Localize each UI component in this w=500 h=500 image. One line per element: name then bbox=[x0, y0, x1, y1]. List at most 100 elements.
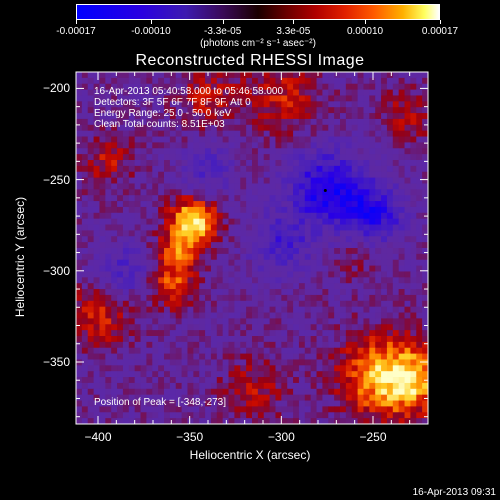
heatmap-cell bbox=[199, 341, 206, 349]
heatmap-cell bbox=[76, 142, 83, 149]
heatmap-cell bbox=[392, 324, 400, 331]
heatmap-cell bbox=[117, 130, 124, 137]
heatmap-cell bbox=[76, 341, 83, 349]
heatmap-cell bbox=[122, 160, 130, 167]
heatmap-cell bbox=[345, 347, 353, 354]
heatmap-cell bbox=[275, 353, 282, 360]
heatmap-cell bbox=[152, 177, 159, 184]
heatmap-cell bbox=[363, 265, 370, 272]
heatmap-cell bbox=[152, 341, 159, 349]
heatmap-cell bbox=[334, 248, 341, 255]
heatmap-cell bbox=[99, 353, 106, 360]
heatmap-cell bbox=[340, 77, 347, 85]
heatmap-cell bbox=[216, 171, 224, 178]
heatmap-cell bbox=[228, 130, 235, 137]
heatmap-cell bbox=[416, 330, 423, 337]
heatmap-cell bbox=[252, 77, 259, 85]
heatmap-cell bbox=[164, 253, 171, 261]
heatmap-cell bbox=[298, 418, 306, 425]
heatmap-cell bbox=[422, 341, 429, 349]
heatmap-cell bbox=[140, 406, 147, 413]
heatmap-cell bbox=[169, 242, 177, 249]
heatmap-cell bbox=[328, 83, 335, 90]
heatmap-cell bbox=[345, 236, 353, 243]
heatmap-cell bbox=[193, 242, 200, 249]
heatmap-cell bbox=[269, 277, 276, 284]
heatmap-cell bbox=[158, 218, 165, 225]
heatmap-cell bbox=[340, 406, 347, 413]
heatmap-cell bbox=[146, 89, 153, 96]
heatmap-cell bbox=[87, 312, 94, 319]
heatmap-cell bbox=[322, 365, 329, 372]
heatmap-cell bbox=[210, 142, 218, 149]
heatmap-cell bbox=[328, 365, 335, 372]
heatmap-cell bbox=[287, 382, 294, 390]
heatmap-cell bbox=[199, 418, 206, 425]
heatmap-cell bbox=[416, 124, 423, 132]
heatmap-cell bbox=[111, 289, 118, 296]
heatmap-cell bbox=[222, 189, 229, 196]
heatmap-cell bbox=[345, 318, 353, 325]
heatmap-cell bbox=[117, 341, 124, 349]
heatmap-cell bbox=[175, 371, 182, 378]
heatmap-cell bbox=[316, 248, 323, 255]
heatmap-cell bbox=[117, 160, 124, 167]
heatmap-cell bbox=[357, 177, 364, 184]
heatmap-cell bbox=[340, 148, 347, 155]
heatmap-cell bbox=[158, 118, 165, 126]
heatmap-cell bbox=[222, 330, 229, 337]
heatmap-cell bbox=[175, 189, 182, 196]
heatmap-cell bbox=[398, 306, 405, 313]
heatmap-cell bbox=[392, 353, 400, 360]
heatmap-cell bbox=[316, 130, 323, 137]
heatmap-cell bbox=[222, 118, 229, 126]
heatmap-cell bbox=[269, 201, 276, 208]
heatmap-cell bbox=[222, 218, 229, 225]
heatmap-cell bbox=[369, 189, 376, 196]
info-energy-range: Energy Range: 25.0 - 50.0 keV bbox=[94, 108, 232, 119]
heatmap-cell bbox=[328, 154, 335, 161]
heatmap-cell bbox=[316, 89, 323, 96]
heatmap-cell bbox=[252, 142, 259, 149]
heatmap-cell bbox=[152, 394, 159, 401]
heatmap-cell bbox=[81, 312, 89, 319]
info-time-range: 16-Apr-2013 05:40:58.000 to 05:46:58.000 bbox=[94, 86, 284, 97]
heatmap-cell bbox=[234, 306, 241, 313]
heatmap-cell bbox=[340, 118, 347, 126]
heatmap-cell bbox=[357, 412, 364, 419]
heatmap-cell bbox=[146, 154, 153, 161]
heatmap-cell bbox=[304, 259, 312, 266]
heatmap-cell bbox=[316, 165, 323, 173]
heatmap-cell bbox=[298, 265, 306, 272]
heatmap-cell bbox=[246, 371, 253, 378]
heatmap-cell bbox=[275, 83, 282, 90]
heatmap-cell bbox=[334, 300, 341, 308]
heatmap-cell bbox=[164, 107, 171, 114]
heatmap-cell bbox=[128, 359, 136, 366]
heatmap-cell bbox=[146, 312, 153, 319]
heatmap-cell bbox=[164, 171, 171, 178]
heatmap-cell bbox=[152, 336, 159, 343]
heatmap-cell bbox=[398, 248, 405, 255]
heatmap-cell bbox=[328, 388, 335, 396]
heatmap-cell bbox=[99, 107, 106, 114]
heatmap-cell bbox=[269, 224, 276, 231]
heatmap-cell bbox=[293, 277, 300, 284]
heatmap-cell bbox=[304, 206, 312, 214]
heatmap-cell bbox=[193, 230, 200, 237]
heatmap-cell bbox=[111, 400, 118, 407]
heatmap-cell bbox=[363, 230, 370, 237]
heatmap-cell bbox=[322, 195, 329, 202]
heatmap-cell bbox=[99, 160, 106, 167]
heatmap-cell bbox=[386, 242, 394, 249]
heatmap-cell bbox=[316, 201, 323, 208]
heatmap-cell bbox=[128, 113, 136, 120]
heatmap-cell bbox=[334, 400, 341, 407]
heatmap-cell bbox=[134, 259, 141, 266]
heatmap-cell bbox=[164, 371, 171, 378]
heatmap-cell bbox=[357, 347, 364, 354]
heatmap-cell bbox=[146, 394, 153, 401]
heatmap-cell bbox=[422, 230, 429, 237]
heatmap-cell bbox=[298, 89, 306, 96]
